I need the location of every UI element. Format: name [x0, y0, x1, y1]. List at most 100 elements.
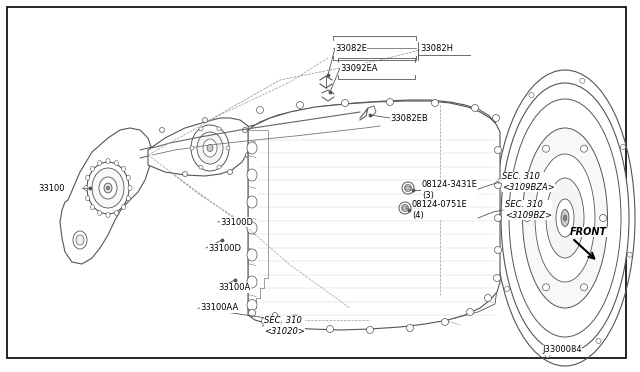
Text: 33100D: 33100D: [220, 218, 253, 227]
Ellipse shape: [543, 284, 550, 291]
Ellipse shape: [106, 186, 109, 190]
Ellipse shape: [90, 166, 95, 171]
Ellipse shape: [442, 318, 449, 326]
Ellipse shape: [404, 185, 412, 192]
Ellipse shape: [367, 327, 374, 334]
Ellipse shape: [122, 166, 125, 171]
Ellipse shape: [495, 182, 502, 189]
Ellipse shape: [86, 175, 90, 180]
Ellipse shape: [199, 165, 203, 169]
Ellipse shape: [501, 83, 629, 353]
Ellipse shape: [106, 212, 110, 218]
Text: 33092EA: 33092EA: [340, 64, 378, 73]
Text: C4: C4: [401, 205, 408, 211]
Polygon shape: [60, 128, 152, 264]
Ellipse shape: [190, 146, 194, 150]
Ellipse shape: [227, 170, 232, 174]
Text: SEC. 310
<3109BZ>: SEC. 310 <3109BZ>: [505, 200, 552, 220]
Text: 33100A: 33100A: [218, 283, 250, 292]
Ellipse shape: [84, 186, 88, 190]
Ellipse shape: [262, 317, 269, 324]
Ellipse shape: [529, 93, 534, 97]
Ellipse shape: [197, 132, 223, 164]
Ellipse shape: [247, 196, 257, 208]
Ellipse shape: [387, 99, 394, 106]
Ellipse shape: [545, 353, 550, 357]
Ellipse shape: [97, 161, 102, 166]
Text: SEC. 310
<3109BZA>: SEC. 310 <3109BZA>: [502, 172, 555, 192]
Ellipse shape: [287, 323, 294, 330]
Ellipse shape: [431, 99, 438, 106]
Ellipse shape: [543, 145, 550, 152]
Ellipse shape: [296, 102, 303, 109]
Ellipse shape: [126, 175, 131, 180]
Ellipse shape: [522, 128, 607, 308]
Ellipse shape: [596, 339, 601, 343]
Ellipse shape: [182, 171, 188, 176]
Ellipse shape: [246, 153, 250, 157]
Ellipse shape: [99, 177, 117, 199]
Ellipse shape: [115, 161, 118, 166]
Ellipse shape: [86, 196, 90, 201]
Ellipse shape: [243, 128, 248, 132]
Text: C3: C3: [404, 186, 412, 190]
Text: FRONT: FRONT: [570, 227, 607, 237]
Ellipse shape: [402, 182, 414, 194]
Ellipse shape: [87, 162, 129, 214]
Polygon shape: [248, 101, 500, 330]
Ellipse shape: [561, 209, 569, 227]
Ellipse shape: [257, 106, 264, 113]
Ellipse shape: [92, 168, 124, 208]
Ellipse shape: [484, 295, 492, 301]
Ellipse shape: [546, 178, 584, 258]
Ellipse shape: [203, 139, 217, 157]
Ellipse shape: [556, 199, 574, 237]
Text: 33082EB: 33082EB: [390, 113, 428, 122]
Ellipse shape: [248, 310, 255, 317]
Ellipse shape: [247, 142, 257, 154]
Ellipse shape: [498, 179, 503, 184]
Ellipse shape: [73, 231, 87, 249]
Ellipse shape: [509, 99, 621, 337]
Ellipse shape: [563, 215, 566, 221]
Ellipse shape: [495, 247, 502, 253]
Ellipse shape: [106, 158, 110, 164]
Ellipse shape: [115, 211, 118, 215]
Polygon shape: [148, 118, 250, 176]
Ellipse shape: [247, 276, 257, 288]
Ellipse shape: [128, 186, 132, 190]
Text: 08124-3431E
(3): 08124-3431E (3): [422, 180, 478, 200]
Ellipse shape: [580, 78, 585, 83]
Ellipse shape: [493, 115, 499, 122]
Text: 33082H: 33082H: [420, 44, 453, 52]
Text: 33082E: 33082E: [335, 44, 367, 52]
Ellipse shape: [159, 128, 164, 132]
Ellipse shape: [495, 147, 502, 154]
Text: 33100D: 33100D: [208, 244, 241, 253]
Ellipse shape: [580, 284, 588, 291]
Text: 08124-0751E
(4): 08124-0751E (4): [412, 200, 468, 220]
Ellipse shape: [202, 118, 207, 122]
Ellipse shape: [76, 235, 84, 245]
Ellipse shape: [207, 144, 213, 151]
Ellipse shape: [472, 105, 479, 112]
Ellipse shape: [104, 183, 112, 193]
Ellipse shape: [292, 315, 298, 321]
Text: SEC. 310
<31020>: SEC. 310 <31020>: [264, 316, 305, 336]
Ellipse shape: [90, 205, 95, 209]
Ellipse shape: [621, 144, 625, 150]
Ellipse shape: [342, 99, 349, 106]
Ellipse shape: [217, 127, 221, 131]
Ellipse shape: [126, 196, 131, 201]
Ellipse shape: [247, 169, 257, 181]
Ellipse shape: [600, 215, 607, 221]
Ellipse shape: [97, 211, 102, 215]
Ellipse shape: [247, 249, 257, 261]
Text: 33100: 33100: [38, 183, 65, 192]
Ellipse shape: [191, 125, 229, 171]
Ellipse shape: [495, 215, 502, 221]
Ellipse shape: [273, 312, 278, 317]
Ellipse shape: [399, 202, 411, 214]
Polygon shape: [252, 278, 498, 324]
Ellipse shape: [627, 252, 632, 257]
